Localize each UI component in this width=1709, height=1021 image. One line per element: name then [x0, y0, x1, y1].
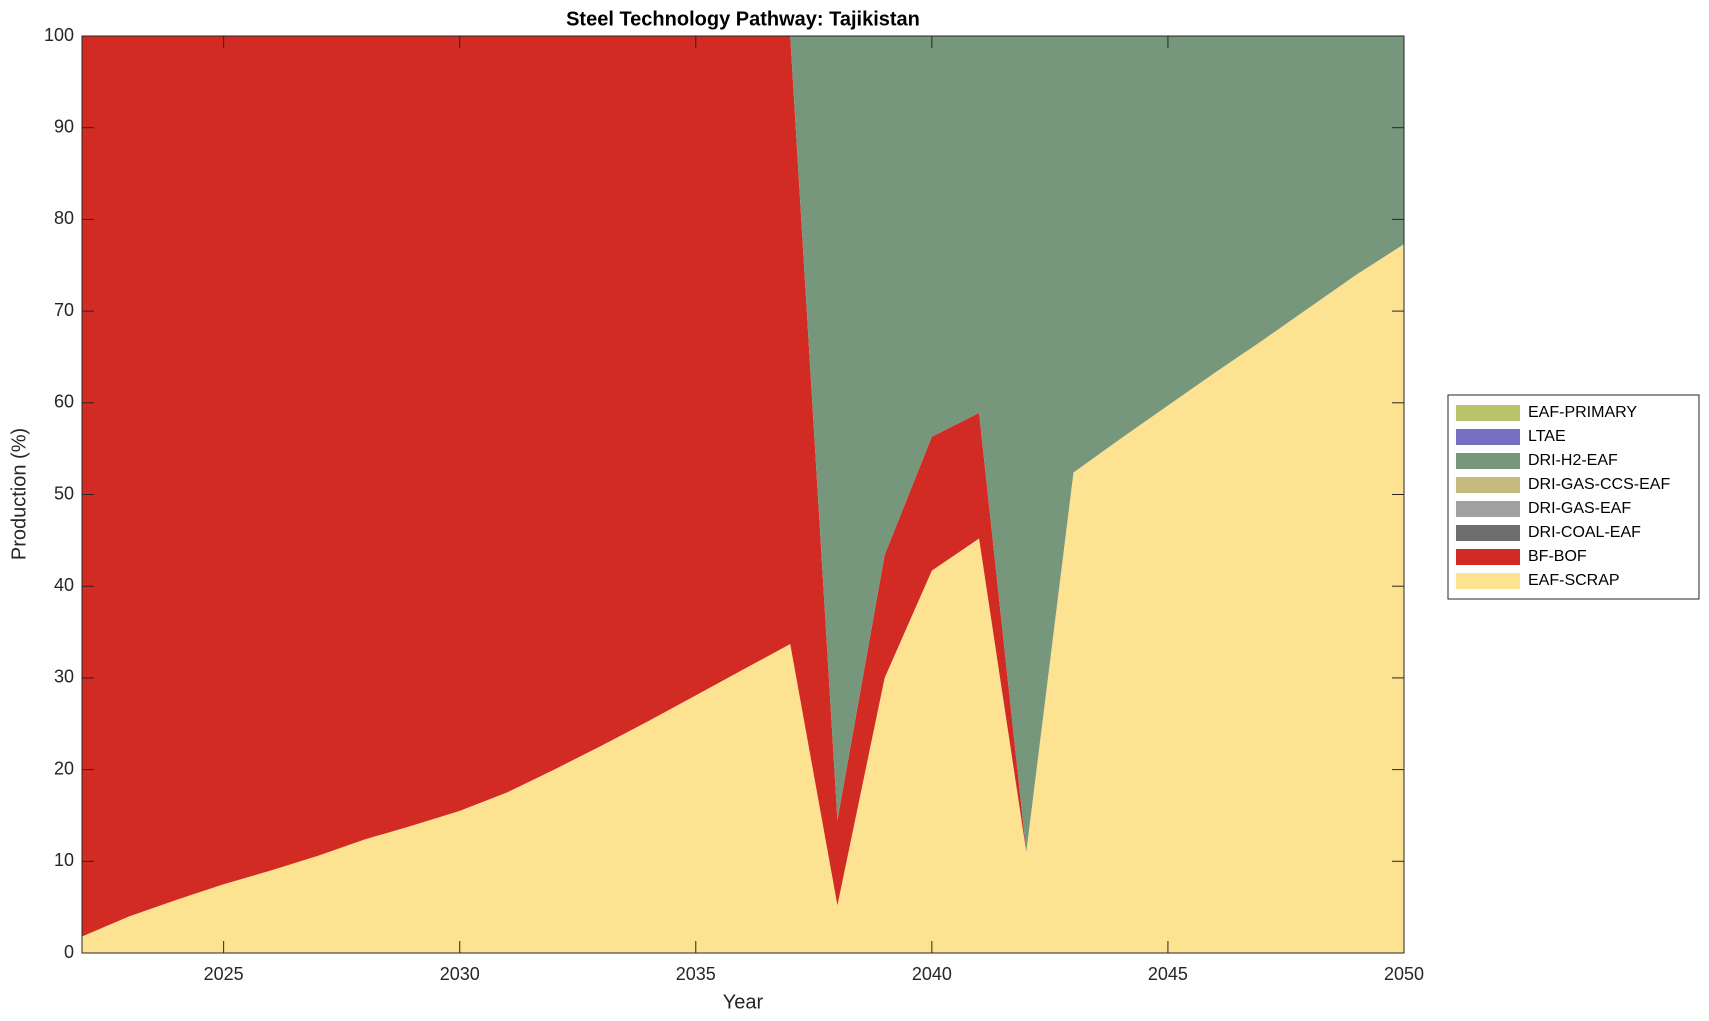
- y-tick-label: 10: [54, 850, 74, 870]
- legend-label: DRI-COAL-EAF: [1528, 524, 1641, 541]
- legend-label: EAF-SCRAP: [1528, 572, 1620, 589]
- x-tick-label: 2045: [1148, 964, 1188, 984]
- legend-label: LTAE: [1528, 428, 1566, 445]
- y-tick-label: 90: [54, 116, 74, 136]
- y-tick-label: 40: [54, 575, 74, 595]
- area: [82, 36, 1404, 937]
- y-tick-label: 100: [44, 25, 74, 45]
- chart-title: Steel Technology Pathway: Tajikistan: [566, 8, 920, 30]
- legend-label: DRI-GAS-EAF: [1528, 500, 1631, 517]
- legend-swatch: [1456, 429, 1520, 445]
- area: [82, 36, 1404, 853]
- legend-swatch: [1456, 501, 1520, 517]
- legend-box: [1447, 394, 1700, 600]
- legend-swatch: [1456, 453, 1520, 469]
- x-tick-label: 2025: [204, 964, 244, 984]
- legend-swatch: [1456, 525, 1520, 541]
- legend: EAF-PRIMARY LTAE DRI-H2-EAF DRI-GAS-CCS-EAF…: [1447, 394, 1700, 600]
- legend-swatch: [1456, 573, 1520, 589]
- y-tick-label: 60: [54, 392, 74, 412]
- legend-swatch: [1456, 477, 1520, 493]
- legend-label: DRI-H2-EAF: [1528, 452, 1618, 469]
- x-tick-label: 2040: [912, 964, 952, 984]
- area: [82, 244, 1404, 953]
- y-axis-label: Production (%): [8, 428, 30, 560]
- x-tick-label: 2030: [440, 964, 480, 984]
- legend-label: BF-BOF: [1528, 548, 1587, 565]
- x-tick-label: 2035: [676, 964, 716, 984]
- legend-label: DRI-GAS-CCS-EAF: [1528, 476, 1670, 493]
- legend-swatch: [1456, 405, 1520, 421]
- legend-label: EAF-PRIMARY: [1528, 404, 1637, 421]
- y-tick-label: 80: [54, 208, 74, 228]
- y-tick-label: 70: [54, 300, 74, 320]
- x-tick-label: 2050: [1384, 964, 1424, 984]
- y-tick-label: 50: [54, 483, 74, 503]
- y-tick-label: 20: [54, 758, 74, 778]
- x-axis-label: Year: [723, 991, 764, 1013]
- legend-swatch: [1456, 549, 1520, 565]
- y-tick-label: 30: [54, 667, 74, 687]
- y-tick-label: 0: [64, 942, 74, 962]
